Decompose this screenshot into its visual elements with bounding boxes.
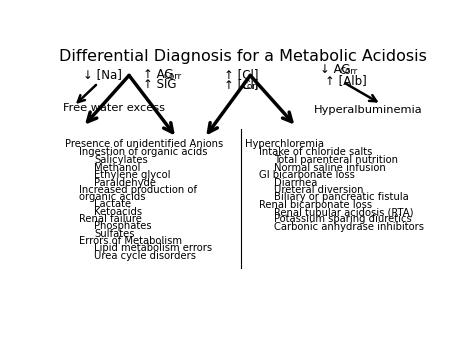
Text: Biliary or pancreatic fistula: Biliary or pancreatic fistula xyxy=(274,192,409,202)
Text: Urea cycle disorders: Urea cycle disorders xyxy=(94,251,196,261)
Text: Corr: Corr xyxy=(340,67,358,76)
Text: ↑ SIG: ↑ SIG xyxy=(143,78,176,91)
Text: Presence of unidentified Anions: Presence of unidentified Anions xyxy=(65,139,223,149)
Text: Carbonic anhydrase inhibitors: Carbonic anhydrase inhibitors xyxy=(274,222,424,232)
Text: GI bicarbonate loss: GI bicarbonate loss xyxy=(259,170,356,180)
Text: Methanol: Methanol xyxy=(94,163,140,173)
Text: ↑ AG: ↑ AG xyxy=(143,69,173,81)
Text: Paraldehyde: Paraldehyde xyxy=(94,178,156,187)
Text: Ketoacids: Ketoacids xyxy=(94,207,142,217)
Text: Lactate: Lactate xyxy=(94,199,131,209)
Text: Renal tubular acidosis (RTA): Renal tubular acidosis (RTA) xyxy=(274,207,414,217)
Text: Renal failure: Renal failure xyxy=(80,214,142,224)
Text: Errors of Metabolism: Errors of Metabolism xyxy=(80,236,182,246)
Text: Corr: Corr xyxy=(242,82,260,91)
Text: Salicylates: Salicylates xyxy=(94,155,148,165)
Text: Normal saline infusion: Normal saline infusion xyxy=(274,163,386,173)
Text: Lipid metabolism errors: Lipid metabolism errors xyxy=(94,244,212,253)
Text: Ingestion of organic acids: Ingestion of organic acids xyxy=(80,147,208,158)
Text: Diarrhea: Diarrhea xyxy=(274,178,318,187)
Text: Differential Diagnosis for a Metabolic Acidosis: Differential Diagnosis for a Metabolic A… xyxy=(59,49,427,65)
Text: Corr: Corr xyxy=(163,72,182,81)
Text: Total parenteral nutrition: Total parenteral nutrition xyxy=(274,155,398,165)
Text: Hyperchloremia: Hyperchloremia xyxy=(245,139,324,149)
Text: Hyperalbuminemia: Hyperalbuminemia xyxy=(314,105,423,115)
Text: Increased production of: Increased production of xyxy=(80,185,198,195)
Text: Renal bicarbonate loss: Renal bicarbonate loss xyxy=(259,200,373,210)
Text: Phosphates: Phosphates xyxy=(94,221,152,231)
Text: ↑ [Cl]: ↑ [Cl] xyxy=(224,69,258,81)
Text: ↑ [Cl]: ↑ [Cl] xyxy=(224,78,258,91)
Text: Free water excess: Free water excess xyxy=(63,103,165,113)
Text: Ureteral diversion: Ureteral diversion xyxy=(274,185,364,195)
Text: ↑ [Alb]: ↑ [Alb] xyxy=(325,73,367,87)
Text: Potassium sparing diuretics: Potassium sparing diuretics xyxy=(274,214,412,224)
Text: Ethylene glycol: Ethylene glycol xyxy=(94,170,171,180)
Text: ↓ [Na]: ↓ [Na] xyxy=(83,69,122,81)
Text: Sulfates: Sulfates xyxy=(94,229,135,239)
Text: ↓ AG: ↓ AG xyxy=(320,64,351,76)
Text: Intake of chloride salts: Intake of chloride salts xyxy=(259,147,373,158)
Text: organic acids: organic acids xyxy=(80,192,146,202)
